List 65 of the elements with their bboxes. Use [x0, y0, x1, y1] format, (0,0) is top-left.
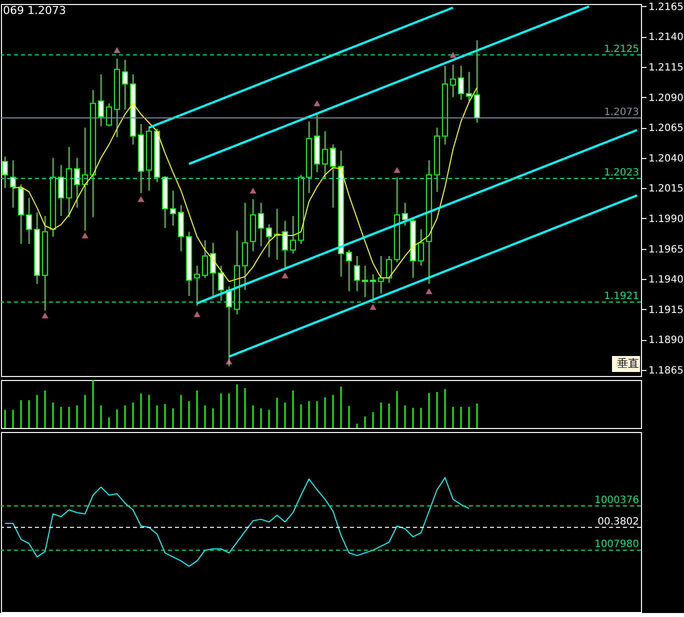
point [450, 52, 456, 58]
candlestick [26, 197, 32, 244]
point [82, 232, 88, 238]
candlestick [106, 102, 112, 127]
candlestick [98, 74, 104, 127]
candlestick [218, 265, 224, 302]
candlestick [10, 160, 16, 208]
candlestick [290, 216, 296, 254]
ref-line-label: 1.1921 [604, 291, 639, 302]
point [370, 304, 376, 310]
candlestick [466, 71, 472, 102]
point [250, 188, 256, 194]
point [282, 272, 288, 278]
annotation: 069 1.2073 [3, 4, 66, 17]
candlestick [370, 274, 376, 299]
candlestick [202, 240, 208, 278]
point [42, 312, 48, 318]
y-tick-label: 1.2115 [648, 62, 684, 74]
annotation: 00.3802 [598, 516, 639, 528]
candlestick [322, 130, 328, 179]
y-tick-label: 1.2015 [648, 184, 684, 195]
candlestick [330, 144, 336, 208]
ref-line-label: 1.2023 [604, 167, 639, 178]
candlestick [210, 242, 216, 298]
y-tick-label: 1.2090 [648, 92, 684, 104]
ref-line-label: 1.2125 [604, 44, 639, 55]
candlestick [258, 202, 264, 247]
point [394, 167, 400, 173]
annotation: 1000376 [594, 494, 639, 506]
y-tick-label: 1.1965 [648, 244, 684, 256]
point [426, 288, 432, 294]
y-tick-label: 1.2065 [648, 123, 684, 134]
annotation: 1007980 [594, 539, 639, 550]
y-tick-label: 1.1940 [648, 274, 684, 286]
y-tick-label: 1.2165 [648, 2, 684, 13]
candlestick [402, 202, 408, 226]
y-tick-label: 1.2140 [648, 32, 684, 44]
point [226, 358, 232, 364]
ref-line-label: 1.2073 [604, 106, 639, 118]
y-tick-label: 1.1890 [648, 335, 684, 346]
candlestick [266, 224, 272, 258]
candlestick [354, 256, 360, 292]
point [194, 311, 200, 318]
candlestick [346, 249, 352, 292]
candlestick [194, 265, 200, 306]
candlestick [242, 202, 248, 290]
candlestick [170, 190, 176, 226]
y-tick-label: 1.1990 [648, 214, 684, 225]
point [314, 100, 320, 106]
candlestick [418, 228, 424, 266]
point [138, 196, 144, 202]
point [114, 47, 120, 53]
candlestick [282, 220, 288, 269]
candlestick [474, 40, 480, 124]
y-tick-label: 1.1865 [648, 365, 684, 376]
candlestick [58, 164, 64, 217]
annotation: 垂直 [617, 357, 639, 370]
candlestick [122, 59, 128, 110]
candlestick [450, 64, 456, 98]
candlestick [386, 256, 392, 284]
y-tick-label: 1.1915 [648, 304, 684, 316]
candlestick [362, 265, 368, 298]
y-tick-label: 1.2040 [648, 153, 684, 164]
candlestick [74, 157, 80, 208]
candlestick [458, 65, 464, 100]
